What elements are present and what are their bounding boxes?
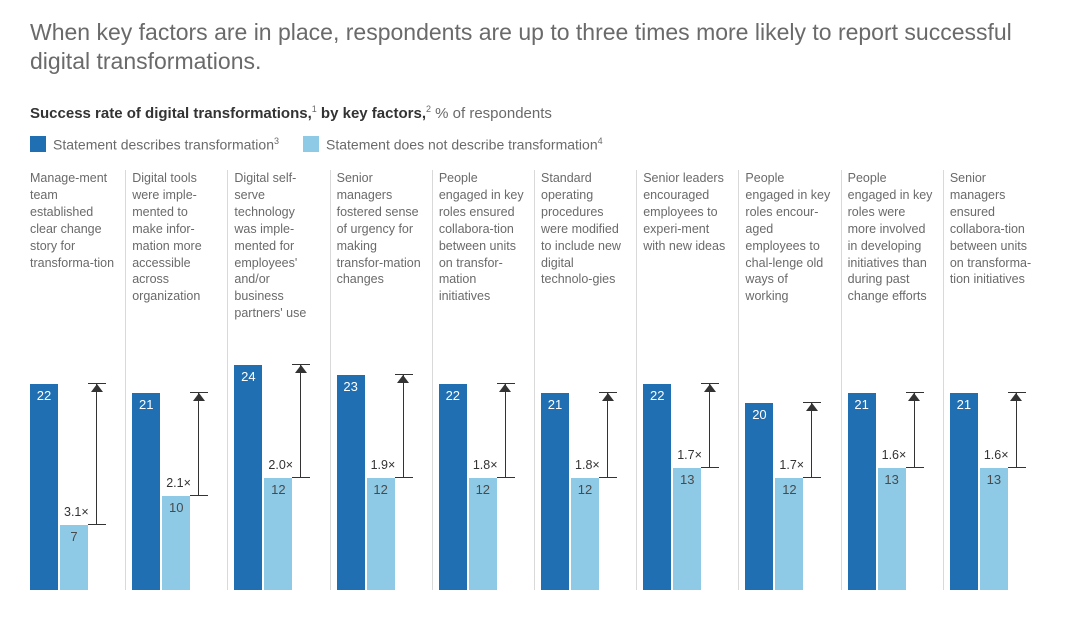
bar-describes: 22 [30, 384, 58, 590]
subtitle-tail: % of respondents [431, 105, 552, 122]
bar-not-describes: 13 [980, 468, 1008, 590]
bar-value-not-describes: 13 [980, 472, 1008, 487]
bar-value-not-describes: 10 [162, 500, 190, 515]
bars-area: 21 10 2.1× [132, 365, 219, 590]
multiplier-label: 2.0× [268, 458, 293, 472]
chart-subtitle: Success rate of digital transformations,… [30, 104, 1037, 122]
bar-value-not-describes: 7 [60, 529, 88, 544]
bar-describes: 21 [132, 393, 160, 590]
bar-value-not-describes: 13 [673, 472, 701, 487]
chart-column: People engaged in key roles ensured coll… [432, 170, 526, 590]
bar-value-describes: 20 [745, 407, 773, 422]
chart-column: Senior leaders encouraged employees to e… [636, 170, 730, 590]
bars-area: 22 7 3.1× [30, 365, 117, 590]
bar-value-describes: 22 [439, 388, 467, 403]
bar-not-describes: 13 [878, 468, 906, 590]
multiplier-label: 2.1× [166, 476, 191, 490]
multiplier-label: 3.1× [64, 505, 89, 519]
bar-value-not-describes: 12 [571, 482, 599, 497]
chart-column: Senior managers ensured collabora-tion b… [943, 170, 1037, 590]
bar-describes: 24 [234, 365, 262, 590]
chart-column: People engaged in key roles encour-aged … [738, 170, 832, 590]
legend-item-not-describes: Statement does not describe transformati… [303, 136, 603, 153]
bar-value-describes: 22 [643, 388, 671, 403]
bar-value-not-describes: 13 [878, 472, 906, 487]
bar-describes: 20 [745, 403, 773, 591]
subtitle-mid: by key factors, [317, 105, 426, 122]
bar-not-describes: 12 [775, 478, 803, 591]
bar-value-describes: 24 [234, 369, 262, 384]
subtitle-bold: Success rate of digital transformations, [30, 105, 312, 122]
chart-column: People engaged in key roles were more in… [841, 170, 935, 590]
bar-not-describes: 13 [673, 468, 701, 590]
column-label: People engaged in key roles ensured coll… [439, 170, 526, 365]
column-label: Digital self-serve technology was imple-… [234, 170, 321, 365]
legend-swatch-not-describes [303, 136, 319, 152]
bar-value-not-describes: 12 [775, 482, 803, 497]
bar-not-describes: 12 [264, 478, 292, 591]
bar-describes: 22 [643, 384, 671, 590]
bars-area: 21 13 1.6× [848, 365, 935, 590]
chart-title: When key factors are in place, responden… [30, 18, 1037, 76]
bar-describes: 22 [439, 384, 467, 590]
bar-value-describes: 21 [132, 397, 160, 412]
bars-area: 22 13 1.7× [643, 365, 730, 590]
bar-not-describes: 7 [60, 525, 88, 591]
column-label: Standard operating procedures were modif… [541, 170, 628, 365]
bars-area: 21 13 1.6× [950, 365, 1037, 590]
multiplier-label: 1.8× [473, 458, 498, 472]
column-label: Digital tools were imple-mented to make … [132, 170, 219, 365]
chart-column: Digital tools were imple-mented to make … [125, 170, 219, 590]
column-label: Senior managers fostered sense of urgenc… [337, 170, 424, 365]
legend-label-not-describes: Statement does not describe transformati… [326, 136, 603, 153]
multiplier-label: 1.7× [677, 448, 702, 462]
multiplier-label: 1.6× [882, 448, 907, 462]
legend: Statement describes transformation3 Stat… [30, 136, 1037, 153]
multiplier-label: 1.6× [984, 448, 1009, 462]
multiplier-label: 1.7× [779, 458, 804, 472]
bar-describes: 21 [541, 393, 569, 590]
bars-area: 22 12 1.8× [439, 365, 526, 590]
bar-describes: 23 [337, 375, 365, 591]
column-label: People engaged in key roles were more in… [848, 170, 935, 365]
legend-label-describes: Statement describes transformation3 [53, 136, 279, 153]
chart-column: Digital self-serve technology was imple-… [227, 170, 321, 590]
bar-value-describes: 21 [848, 397, 876, 412]
legend-swatch-describes [30, 136, 46, 152]
bars-area: 23 12 1.9× [337, 365, 424, 590]
bar-not-describes: 12 [469, 478, 497, 591]
bar-describes: 21 [848, 393, 876, 590]
column-label: Senior managers ensured collabora-tion b… [950, 170, 1037, 365]
bar-value-not-describes: 12 [367, 482, 395, 497]
column-label: Manage-ment team established clear chang… [30, 170, 117, 365]
bar-value-describes: 21 [541, 397, 569, 412]
bar-chart: Manage-ment team established clear chang… [30, 170, 1037, 590]
bar-value-not-describes: 12 [469, 482, 497, 497]
bar-value-describes: 23 [337, 379, 365, 394]
legend-item-describes: Statement describes transformation3 [30, 136, 279, 153]
multiplier-label: 1.8× [575, 458, 600, 472]
chart-column: Standard operating procedures were modif… [534, 170, 628, 590]
column-label: Senior leaders encouraged employees to e… [643, 170, 730, 365]
bar-value-describes: 22 [30, 388, 58, 403]
bar-not-describes: 12 [367, 478, 395, 591]
column-label: People engaged in key roles encour-aged … [745, 170, 832, 365]
bars-area: 24 12 2.0× [234, 365, 321, 590]
bar-value-describes: 21 [950, 397, 978, 412]
bar-not-describes: 10 [162, 496, 190, 590]
bar-value-not-describes: 12 [264, 482, 292, 497]
bars-area: 20 12 1.7× [745, 365, 832, 590]
chart-column: Manage-ment team established clear chang… [30, 170, 117, 590]
bar-not-describes: 12 [571, 478, 599, 591]
multiplier-label: 1.9× [371, 458, 396, 472]
bar-describes: 21 [950, 393, 978, 590]
bars-area: 21 12 1.8× [541, 365, 628, 590]
chart-column: Senior managers fostered sense of urgenc… [330, 170, 424, 590]
